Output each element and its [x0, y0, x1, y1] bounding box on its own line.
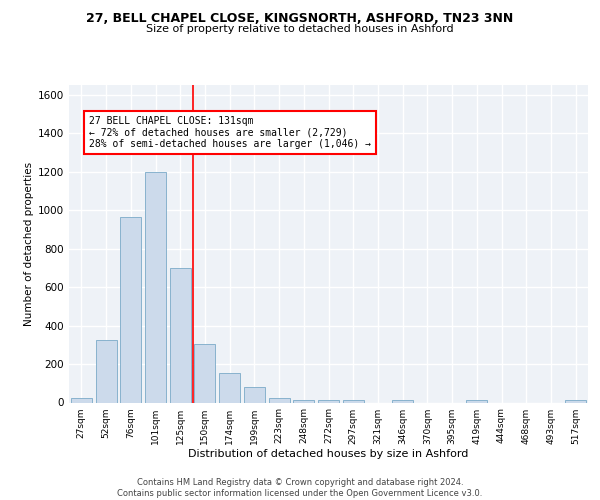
Bar — [293, 400, 314, 402]
Bar — [71, 398, 92, 402]
Bar — [343, 400, 364, 402]
Text: 27, BELL CHAPEL CLOSE, KINGSNORTH, ASHFORD, TN23 3NN: 27, BELL CHAPEL CLOSE, KINGSNORTH, ASHFO… — [86, 12, 514, 26]
X-axis label: Distribution of detached houses by size in Ashford: Distribution of detached houses by size … — [188, 450, 469, 460]
Bar — [95, 340, 116, 402]
Bar — [145, 172, 166, 402]
Bar — [269, 398, 290, 402]
Bar — [170, 268, 191, 402]
Y-axis label: Number of detached properties: Number of detached properties — [24, 162, 34, 326]
Bar — [392, 400, 413, 402]
Bar — [219, 372, 240, 402]
Bar — [194, 344, 215, 403]
Bar — [244, 387, 265, 402]
Text: Size of property relative to detached houses in Ashford: Size of property relative to detached ho… — [146, 24, 454, 34]
Bar — [120, 217, 141, 402]
Bar — [565, 400, 586, 402]
Bar — [318, 400, 339, 402]
Text: Contains HM Land Registry data © Crown copyright and database right 2024.
Contai: Contains HM Land Registry data © Crown c… — [118, 478, 482, 498]
Bar — [466, 400, 487, 402]
Text: 27 BELL CHAPEL CLOSE: 131sqm
← 72% of detached houses are smaller (2,729)
28% of: 27 BELL CHAPEL CLOSE: 131sqm ← 72% of de… — [89, 116, 371, 149]
